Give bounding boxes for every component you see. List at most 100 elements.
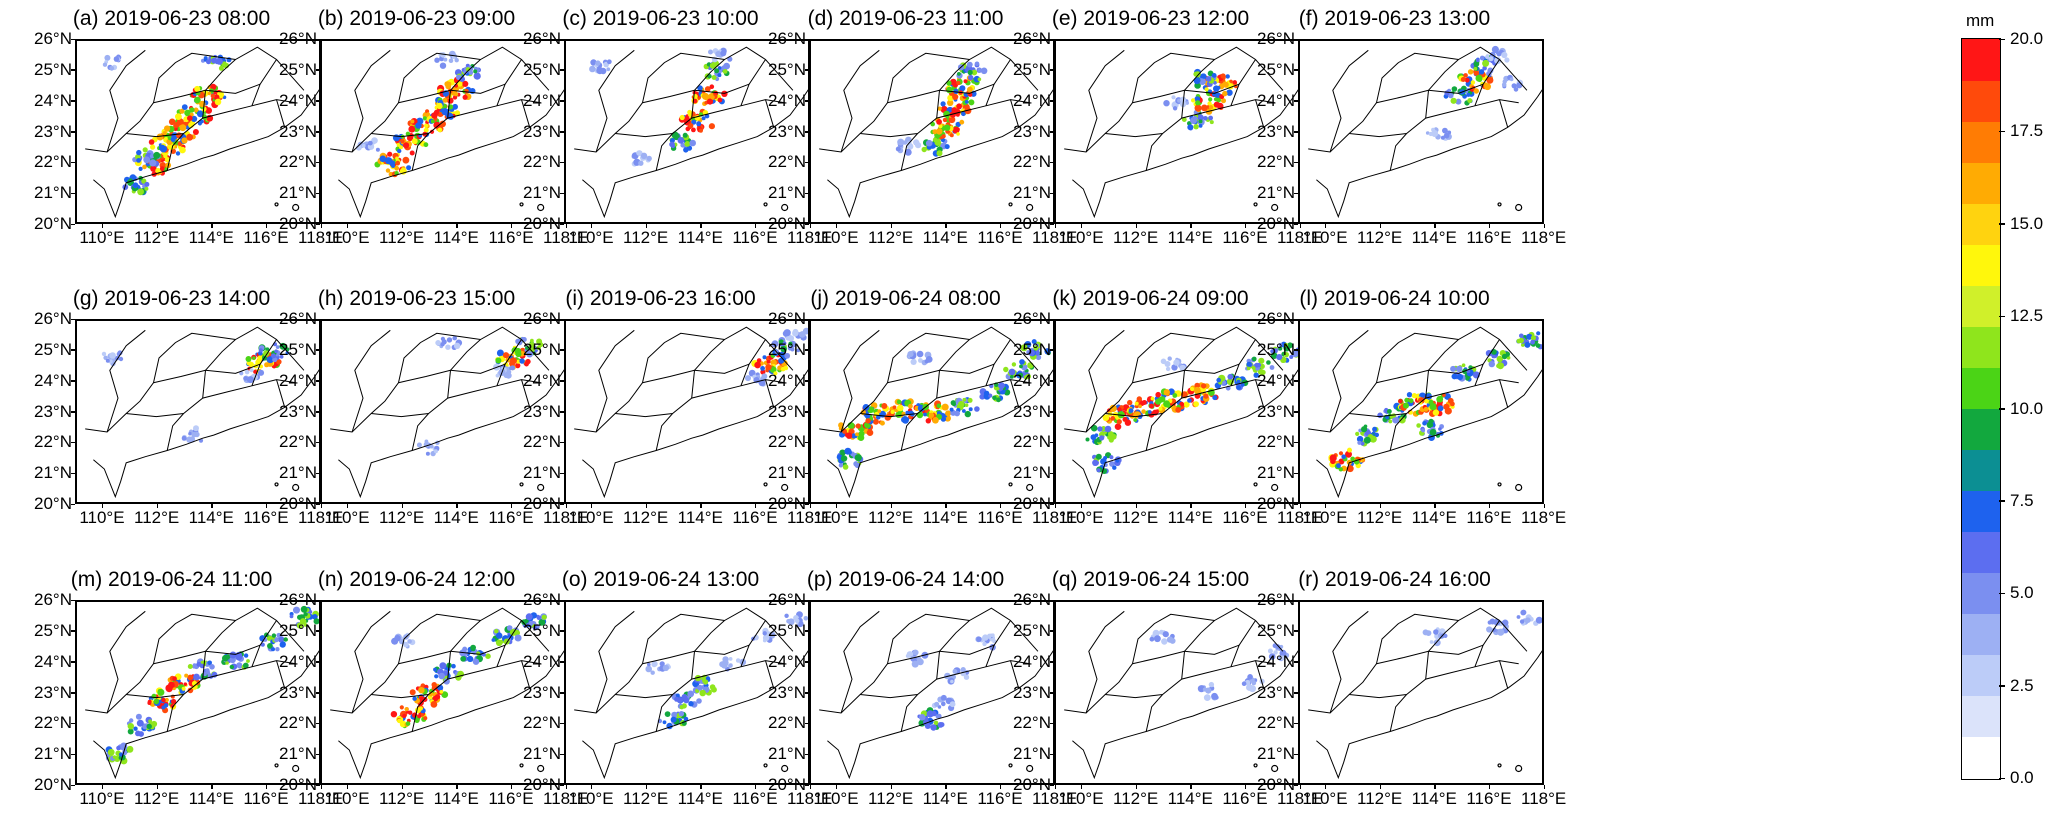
island-outline <box>274 202 279 207</box>
lat-tick-label: 26°N <box>1013 309 1051 328</box>
lat-tick-label: 21°N <box>279 744 317 764</box>
rain-dot <box>193 107 199 113</box>
lon-tick-label: 114°E <box>922 508 968 527</box>
lat-tick-label: 20°N <box>34 214 72 233</box>
province-boundary <box>276 379 286 408</box>
rain-dot <box>840 455 848 462</box>
rain-dot <box>963 674 970 680</box>
rain-dot <box>142 723 148 730</box>
rain-cluster <box>691 84 728 106</box>
map-panel: (m) 2019-06-24 11:00 26°N 25°N 24°N 23°N 22°N… <box>10 561 343 840</box>
rain-dot <box>944 144 950 150</box>
rain-dot <box>1155 391 1161 398</box>
rain-dot <box>687 690 695 698</box>
rain-dot <box>1428 399 1434 405</box>
colorbar-segment <box>1962 203 2000 245</box>
lat-tick-label: 21°N <box>768 463 806 483</box>
lat-tick-label: 22°N <box>1013 713 1051 733</box>
rain-dot <box>394 635 401 642</box>
rain-dot <box>1526 333 1533 340</box>
rain-dot <box>403 641 409 648</box>
rain-dot <box>980 67 988 75</box>
rain-dot <box>1031 339 1037 345</box>
precipitation-map <box>1308 607 1542 780</box>
rain-dot <box>1092 459 1099 466</box>
rain-dot <box>992 639 997 644</box>
rain-cluster <box>1245 356 1275 378</box>
lat-tick-label: 23°N <box>1013 121 1051 141</box>
rain-dot <box>1099 435 1105 441</box>
lat-tick-mark <box>71 784 75 786</box>
rain-dot <box>515 350 522 358</box>
rain-dot <box>275 647 280 652</box>
rain-dot <box>1269 365 1275 370</box>
lat-tick-mark <box>71 223 75 225</box>
rain-dot <box>936 128 943 135</box>
lat-tick-mark <box>71 69 75 71</box>
province-boundary <box>615 379 785 418</box>
lat-tick-label: 23°N <box>1257 401 1295 421</box>
province-boundary <box>574 607 794 714</box>
lon-tick-mark <box>1244 224 1247 228</box>
rain-dot <box>141 178 147 184</box>
province-boundary <box>819 607 1039 714</box>
province-boundary <box>574 326 794 433</box>
province-boundary <box>1132 363 1240 384</box>
lon-tick-label: 114°E <box>433 228 479 247</box>
island-outline <box>781 483 789 492</box>
rain-cluster <box>692 674 717 697</box>
rain-dot <box>210 93 216 99</box>
colorbar-tick-label: 12.5 <box>2010 306 2044 326</box>
rain-dot <box>1172 393 1178 398</box>
island-outline <box>1008 763 1013 768</box>
lon-tick-mark <box>890 224 892 228</box>
province-boundary <box>166 133 184 171</box>
province-boundary <box>496 59 522 106</box>
map-panel: (l) 2019-06-24 10:00 26°N 25°N 24°N 23°N 22°N… <box>1233 280 1566 559</box>
lon-tick-mark <box>645 504 647 508</box>
rain-dot <box>872 418 879 425</box>
province-boundary <box>1308 607 1528 714</box>
coastline <box>93 89 319 219</box>
rain-dot <box>1251 365 1256 370</box>
province-boundary <box>1010 379 1020 408</box>
lon-tick-label: 114°E <box>677 228 723 247</box>
rain-cluster <box>1085 424 1117 446</box>
rain-dot <box>521 619 527 625</box>
rain-dot <box>838 463 844 468</box>
rain-cluster <box>930 116 965 140</box>
colorbar-segment <box>1962 162 2000 204</box>
rain-dot <box>950 679 954 684</box>
rain-dot <box>415 707 421 714</box>
lon-tick-label: 112°E <box>134 228 180 247</box>
lon-tick-label: 116°E <box>1466 789 1512 808</box>
lat-tick-mark <box>1050 599 1054 601</box>
rain-dot <box>589 65 596 73</box>
lat-tick-label: 20°N <box>279 775 317 794</box>
rain-cluster <box>102 54 122 71</box>
province-boundary <box>411 133 429 171</box>
lat-tick-mark <box>316 784 320 786</box>
map-frame <box>320 319 566 504</box>
lon-tick-mark <box>999 224 1002 228</box>
rain-dot <box>473 69 478 74</box>
map-frame <box>1298 319 1544 504</box>
colorbar-tick-label: 0.0 <box>2010 768 2034 787</box>
rain-dot <box>916 350 924 358</box>
rain-dot <box>697 85 703 91</box>
rain-dot <box>940 694 947 701</box>
lat-tick-mark <box>1294 380 1298 382</box>
colorbar-tick-mark <box>1999 223 2005 225</box>
lat-tick-mark <box>805 722 809 725</box>
rain-dot <box>1236 385 1241 390</box>
rain-dot <box>1202 687 1207 692</box>
rain-dot <box>116 745 121 751</box>
rain-cluster <box>1328 447 1366 473</box>
lon-tick-mark <box>156 224 158 228</box>
lat-tick-mark <box>1050 472 1054 475</box>
lon-tick-label: 114°E <box>1167 508 1213 527</box>
province-boundary <box>765 379 775 408</box>
lon-tick-mark <box>754 224 757 228</box>
lat-tick-label: 25°N <box>1257 620 1295 640</box>
rain-dot <box>677 137 685 144</box>
